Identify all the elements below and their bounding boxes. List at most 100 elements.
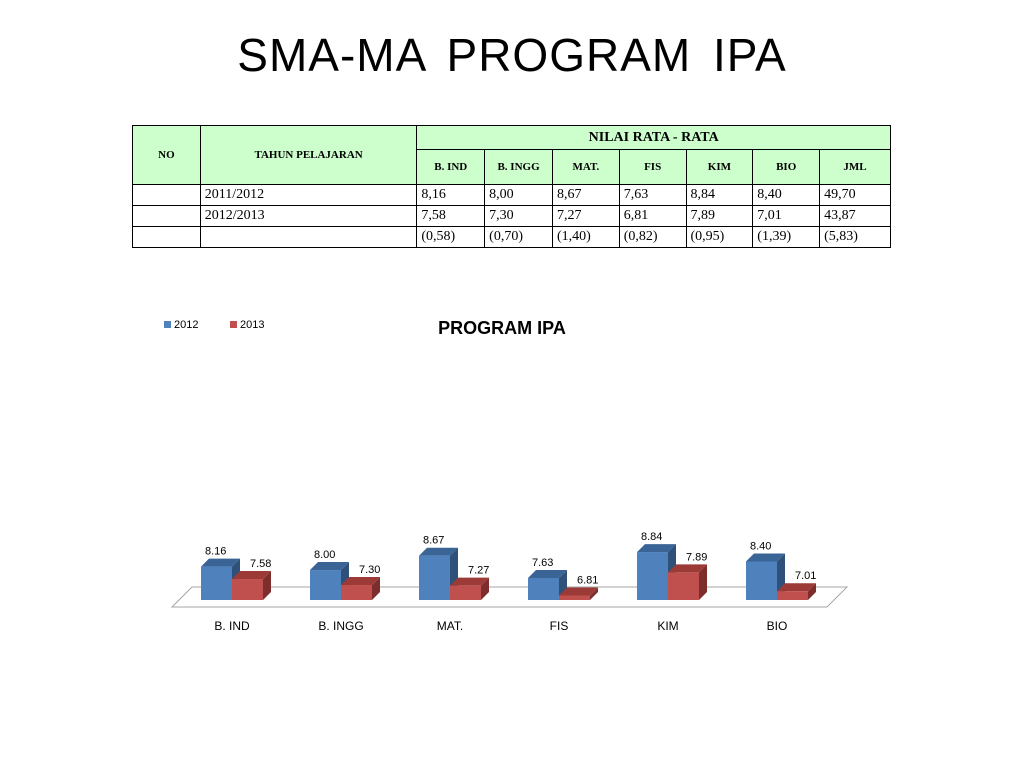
category-label: B. IND (214, 619, 250, 633)
cell-value: 7,63 (618, 184, 687, 206)
category-label: B. INGG (318, 619, 363, 633)
cell-year (199, 226, 418, 248)
bar-group (201, 544, 816, 600)
legend-swatch-2013 (230, 321, 237, 328)
header-no: NO (132, 125, 201, 185)
cell-year: 2012/2013 (199, 205, 418, 227)
cell-no (132, 184, 201, 206)
cell-value: (0,82) (618, 226, 687, 248)
bar-front (310, 570, 341, 600)
header-subject: BIO (752, 149, 821, 185)
category-label: BIO (767, 619, 788, 633)
data-label: 7.89 (686, 551, 707, 563)
legend-swatch-2012 (164, 321, 171, 328)
bar-top (746, 553, 785, 562)
header-subject: KIM (685, 149, 754, 185)
bar-top (341, 577, 380, 586)
cell-value: 7,27 (551, 205, 620, 227)
header-year: TAHUN PELAJARAN (199, 125, 418, 185)
cell-value: 8,84 (685, 184, 754, 206)
header-subject: FIS (618, 149, 687, 185)
bar-top (528, 569, 567, 578)
bar-front (450, 585, 481, 600)
bar-2013-3 (559, 587, 598, 600)
bar-top (668, 564, 707, 573)
cell-value: (0,70) (484, 226, 553, 248)
category-label: MAT. (437, 619, 463, 633)
bar-2013-4 (668, 564, 707, 600)
bar-front (668, 572, 699, 600)
chart-legend: 2012 2013 (164, 319, 264, 331)
cell-year: 2011/2012 (199, 184, 418, 206)
cell-value: 6,81 (618, 205, 687, 227)
bar-2012-3 (528, 569, 567, 600)
bar-top (559, 587, 598, 596)
cell-value: 43,87 (819, 205, 891, 227)
legend-label-2012: 2012 (174, 319, 198, 331)
table-row: 2012/2013 7,58 7,30 7,27 6,81 7,89 7,01 … (132, 205, 891, 227)
data-label: 8.67 (423, 535, 444, 547)
chart-title: PROGRAM IPA (438, 318, 566, 338)
data-label: 7.58 (250, 558, 271, 570)
header-subject: MAT. (551, 149, 620, 185)
cell-no (132, 226, 201, 248)
bar-2013-2 (450, 577, 489, 600)
cell-value: (5,83) (819, 226, 891, 248)
category-label: FIS (550, 619, 569, 633)
cell-value: 49,70 (819, 184, 891, 206)
data-label: 8.40 (750, 540, 771, 552)
label-group: 8.16 7.58 B. IND 8.00 7.30 B. INGG 8.67 7.27 MAT… (205, 531, 816, 633)
bar-front (637, 552, 668, 600)
slide-title: SMA-MA PROGRAM IPA (237, 29, 787, 81)
cell-value: 8,40 (752, 184, 821, 206)
bar-2012-5 (746, 553, 785, 600)
bar-side (481, 577, 489, 600)
bar-front (232, 579, 263, 600)
bar-side (263, 571, 271, 600)
bar-side (590, 587, 598, 600)
grades-table: NO TAHUN PELAJARAN NILAI RATA - RATA B. … (132, 125, 891, 248)
chart-svg: PROGRAM IPA 2012 2013 8.16 7.58 B. IND 8.00… (164, 318, 849, 633)
cell-value: 8,00 (484, 184, 553, 206)
data-label: 7.63 (532, 557, 553, 569)
bar-front (201, 566, 232, 600)
chart-floor (170, 586, 849, 608)
table-row: 2011/2012 8,16 8,00 8,67 7,63 8,84 8,40 … (132, 184, 891, 206)
bar-chart: PROGRAM IPA 2012 2013 8.16 7.58 B. IND 8.00… (150, 300, 870, 650)
cell-value: 7,58 (416, 205, 486, 227)
cell-value: 7,01 (752, 205, 821, 227)
bar-top (450, 577, 489, 586)
bar-front (746, 561, 777, 600)
header-subject: JML (819, 149, 891, 185)
cell-value: 7,30 (484, 205, 553, 227)
data-label: 7.01 (795, 570, 816, 582)
bar-front (341, 585, 372, 600)
cell-value: 7,89 (685, 205, 754, 227)
data-label: 7.30 (359, 564, 380, 576)
header-group: NILAI RATA - RATA (416, 125, 891, 150)
bar-front (528, 577, 559, 600)
bar-2013-1 (341, 577, 380, 600)
table-row: (0,58) (0,70) (1,40) (0,82) (0,95) (1,39… (132, 226, 891, 248)
category-label: KIM (657, 619, 678, 633)
data-label: 6.81 (577, 575, 598, 587)
data-label: 8.00 (314, 549, 335, 561)
cell-value: (0,58) (416, 226, 486, 248)
legend-label-2013: 2013 (240, 319, 264, 331)
bar-top (201, 558, 240, 567)
bar-2013-0 (232, 571, 271, 600)
bar-top (419, 547, 458, 556)
bar-top (310, 562, 349, 571)
bar-side (372, 577, 380, 600)
cell-value: (1,39) (752, 226, 821, 248)
bar-top (232, 571, 271, 580)
header-subject: B. IND (416, 149, 486, 185)
data-label: 7.27 (468, 565, 489, 577)
bar-front (777, 591, 808, 600)
cell-value: 8,67 (551, 184, 620, 206)
cell-no (132, 205, 201, 227)
bar-top (777, 583, 816, 592)
bar-side (808, 583, 816, 600)
bar-front (559, 595, 590, 600)
data-label: 8.84 (641, 531, 662, 543)
